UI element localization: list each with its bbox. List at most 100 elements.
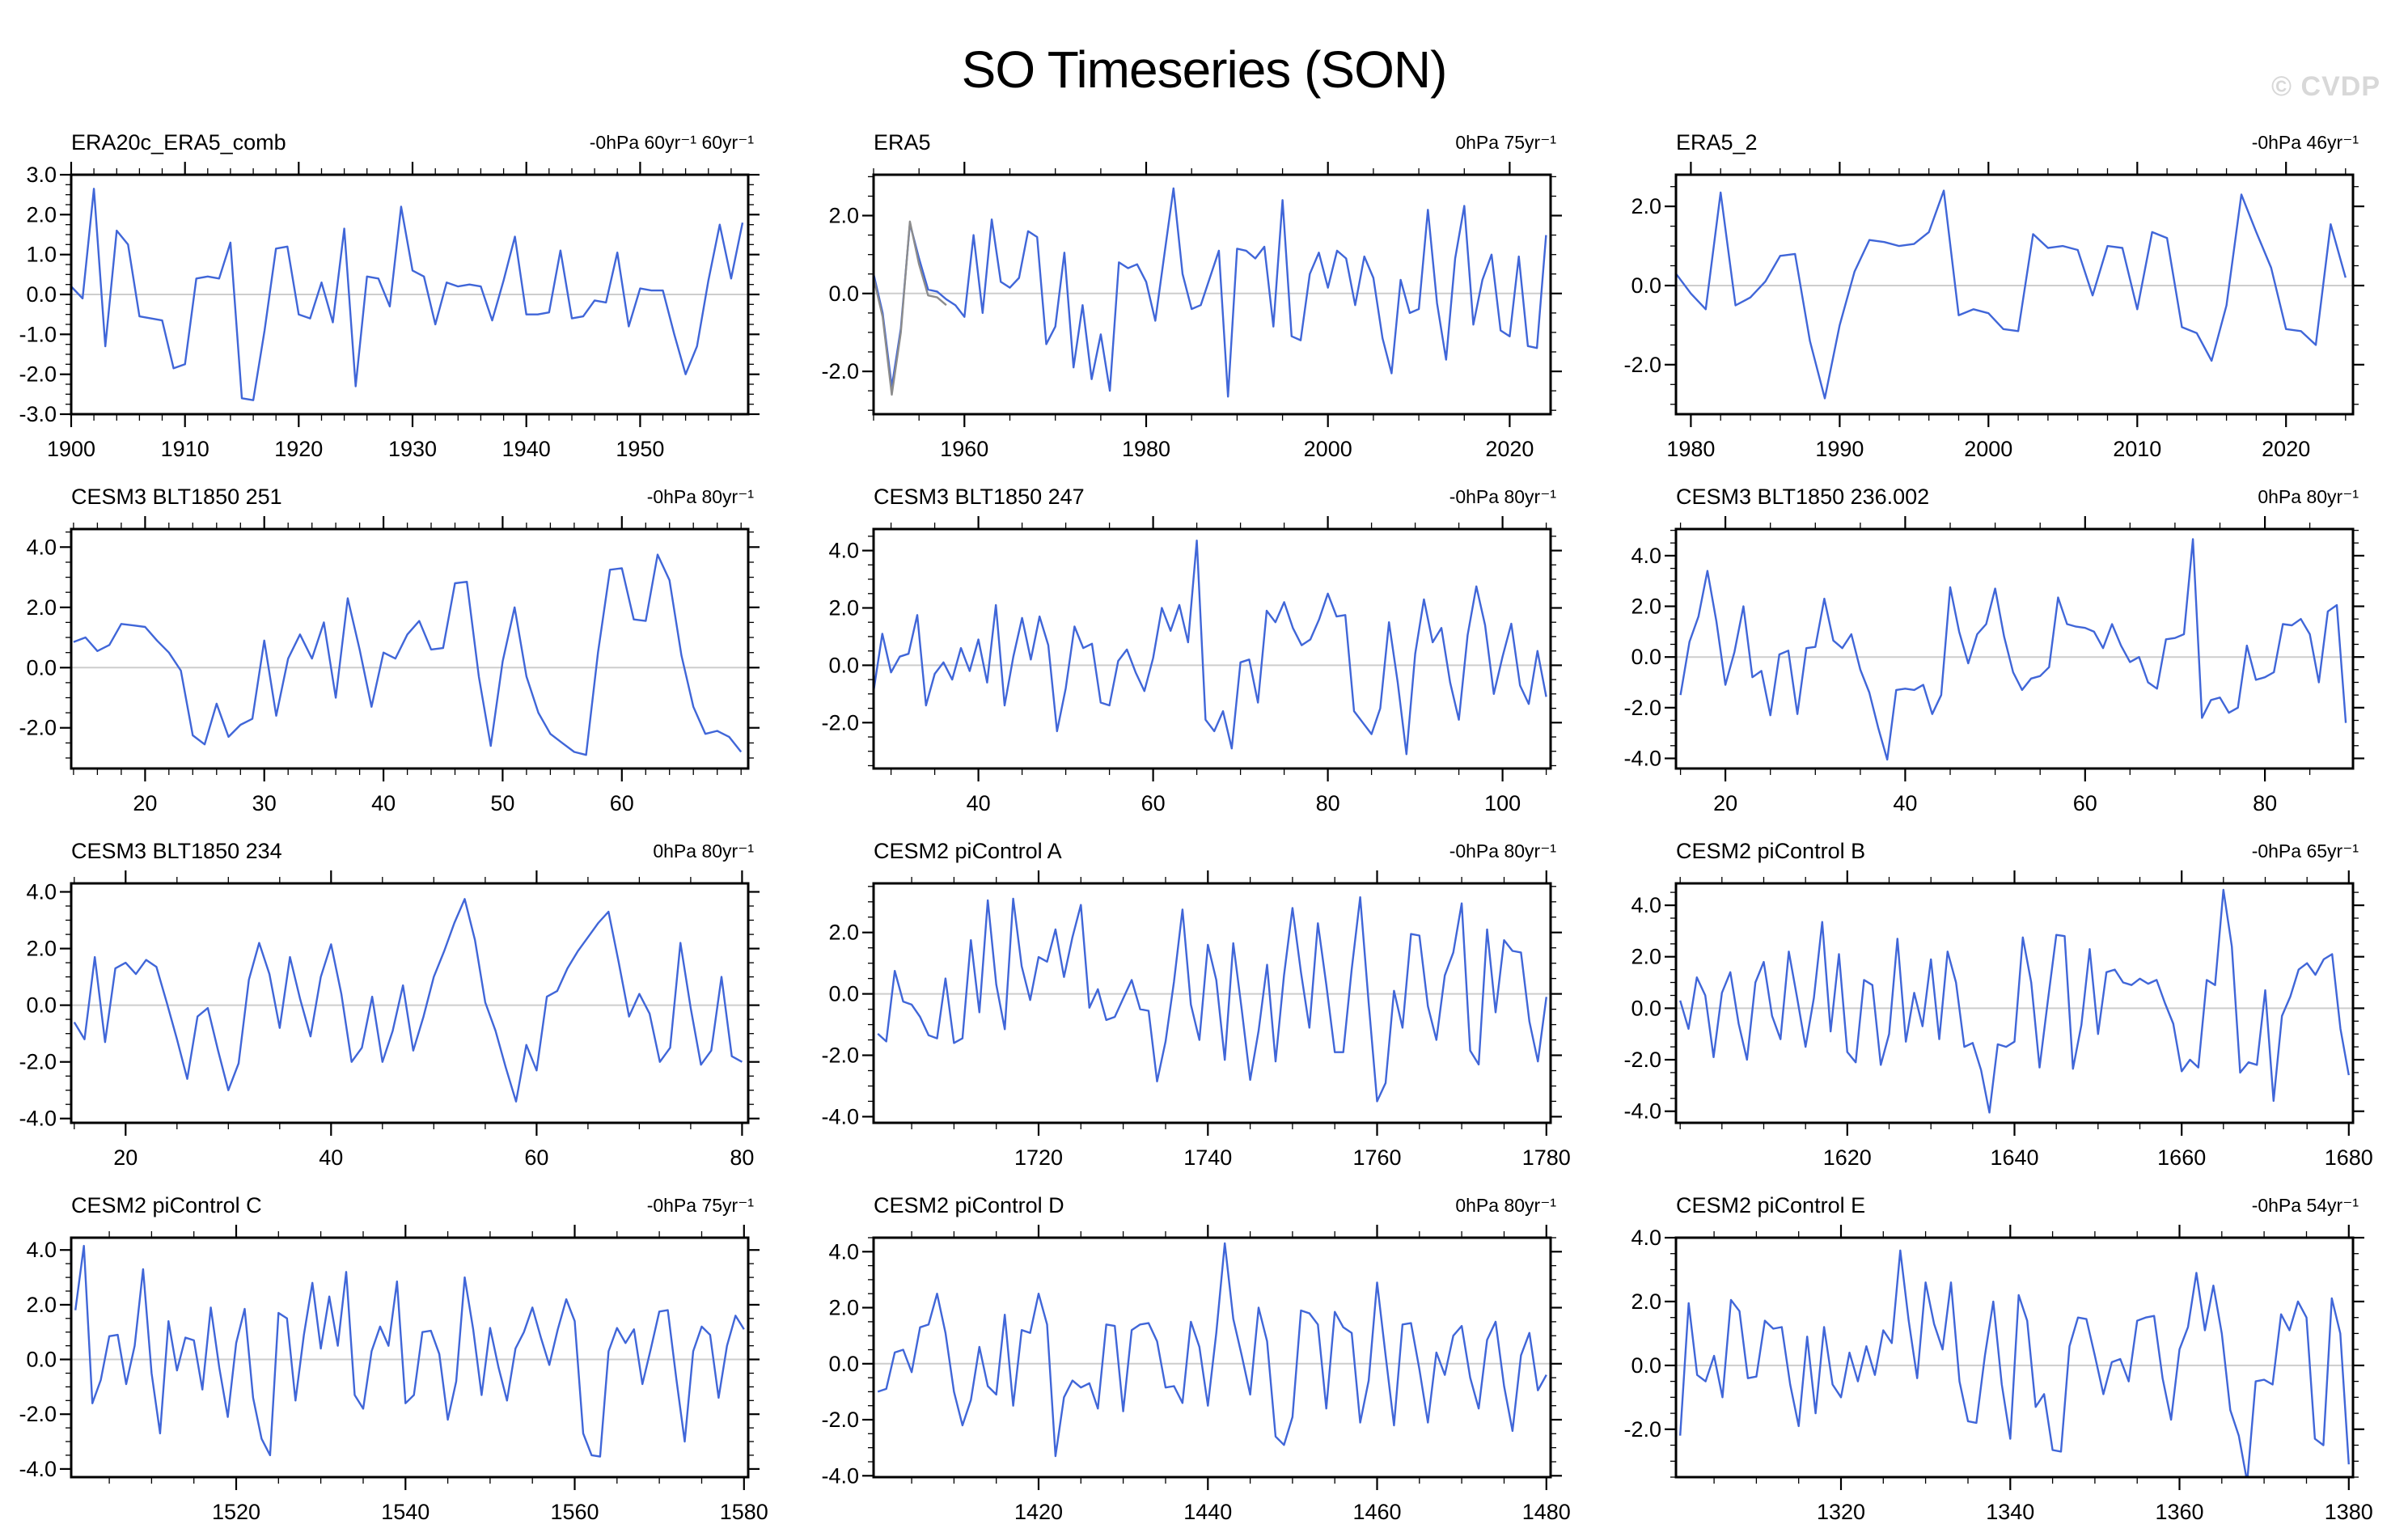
svg-text:2000: 2000 xyxy=(1964,437,2012,461)
svg-text:3.0: 3.0 xyxy=(26,163,57,187)
svg-text:4.0: 4.0 xyxy=(1631,1226,1661,1250)
svg-text:0.0: 0.0 xyxy=(828,982,859,1006)
svg-text:1380: 1380 xyxy=(2325,1500,2373,1524)
svg-text:1760: 1760 xyxy=(1352,1145,1401,1170)
svg-text:-2.0: -2.0 xyxy=(19,716,57,740)
svg-text:0.0: 0.0 xyxy=(26,993,57,1018)
panel-era20c-era5-comb: ERA20c_ERA5_comb -0hPa 60yr⁻¹ 60yr⁻¹ 190… xyxy=(0,120,802,474)
panel-trend-annotation: -0hPa 80yr⁻¹ xyxy=(646,486,754,507)
svg-text:1960: 1960 xyxy=(940,437,988,461)
panel-title: ERA5_2 xyxy=(1676,130,1758,155)
svg-text:30: 30 xyxy=(252,791,277,815)
panel-title: CESM2 piControl C xyxy=(71,1193,262,1217)
svg-text:-4.0: -4.0 xyxy=(1623,1099,1661,1124)
cvdp-watermark: © CVDP xyxy=(2271,71,2380,102)
svg-text:1640: 1640 xyxy=(1990,1145,2038,1170)
panel-header: CESM3 BLT1850 234 0hPa 80yr⁻¹ xyxy=(71,836,754,864)
svg-text:60: 60 xyxy=(524,1145,548,1170)
svg-text:0.0: 0.0 xyxy=(828,282,859,306)
panel-cesm3-blt1850-251: CESM3 BLT1850 251 -0hPa 80yr⁻¹ 20 30 40 50 6… xyxy=(0,474,802,828)
panel-trend-annotation: -0hPa 54yr⁻¹ xyxy=(2251,1195,2359,1216)
timeseries-plot: 1900 1910 1920 1930 1940 1950 3.0 2.0 1.0 0.0 -1.0… xyxy=(19,162,760,461)
svg-text:1780: 1780 xyxy=(1522,1145,1571,1170)
svg-text:2.0: 2.0 xyxy=(828,204,859,228)
svg-text:0.0: 0.0 xyxy=(828,1352,859,1376)
panel-cesm3-blt1850-234: CESM3 BLT1850 234 0hPa 80yr⁻¹ 20 40 60 80 4.… xyxy=(0,828,802,1183)
panel-title: CESM2 piControl B xyxy=(1676,839,1866,863)
svg-text:0.0: 0.0 xyxy=(26,655,57,680)
svg-text:-4.0: -4.0 xyxy=(1623,747,1661,771)
svg-text:1.0: 1.0 xyxy=(26,243,57,267)
svg-text:1540: 1540 xyxy=(381,1500,430,1524)
svg-text:0.0: 0.0 xyxy=(1631,645,1661,669)
panel-header: CESM2 piControl D 0hPa 80yr⁻¹ xyxy=(874,1191,1556,1218)
panel-era5: ERA5 0hPa 75yr⁻¹ 1960 1980 2000 2020 2.0 0.0 -… xyxy=(802,120,1605,474)
svg-text:4.0: 4.0 xyxy=(1631,544,1661,568)
panel-header: CESM3 BLT1850 247 -0hPa 80yr⁻¹ xyxy=(874,482,1556,510)
svg-text:-2.0: -2.0 xyxy=(1623,696,1661,720)
svg-text:-3.0: -3.0 xyxy=(19,402,57,426)
svg-text:1920: 1920 xyxy=(274,437,323,461)
panel-cesm3-blt1850-236-002: CESM3 BLT1850 236.002 0hPa 80yr⁻¹ 20 40 60… xyxy=(1605,474,2407,828)
svg-text:-2.0: -2.0 xyxy=(1623,1417,1661,1442)
svg-text:2010: 2010 xyxy=(2113,437,2161,461)
svg-text:40: 40 xyxy=(1893,791,1917,815)
svg-text:1320: 1320 xyxy=(1817,1500,1865,1524)
svg-text:1520: 1520 xyxy=(212,1500,260,1524)
timeseries-plot: 20 40 60 80 4.0 2.0 0.0 -2.0 -4.0 xyxy=(1623,516,2364,815)
svg-text:100: 100 xyxy=(1484,791,1521,815)
svg-text:4.0: 4.0 xyxy=(828,1239,859,1264)
svg-text:4.0: 4.0 xyxy=(1631,893,1661,917)
timeseries-plot: 1320 1340 1360 1380 4.0 2.0 0.0 -2.0 xyxy=(1623,1225,2373,1524)
svg-text:4.0: 4.0 xyxy=(26,880,57,904)
panel-trend-annotation: 0hPa 80yr⁻¹ xyxy=(1455,1195,1556,1216)
svg-text:1740: 1740 xyxy=(1183,1145,1232,1170)
svg-text:0.0: 0.0 xyxy=(1631,1353,1661,1378)
svg-text:1440: 1440 xyxy=(1183,1500,1232,1524)
panel-trend-annotation: -0hPa 60yr⁻¹ 60yr⁻¹ xyxy=(589,132,754,153)
svg-text:2.0: 2.0 xyxy=(828,1296,859,1320)
svg-text:1930: 1930 xyxy=(388,437,437,461)
svg-text:1980: 1980 xyxy=(1666,437,1715,461)
panel-cesm2-picontrol-d: CESM2 piControl D 0hPa 80yr⁻¹ 1420 1440 14… xyxy=(802,1183,1605,1537)
svg-text:1980: 1980 xyxy=(1122,437,1170,461)
svg-text:40: 40 xyxy=(319,1145,343,1170)
svg-text:50: 50 xyxy=(490,791,514,815)
panel-header: CESM2 piControl E -0hPa 54yr⁻¹ xyxy=(1676,1191,2359,1218)
panel-trend-annotation: -0hPa 65yr⁻¹ xyxy=(2251,840,2359,862)
svg-text:1460: 1460 xyxy=(1352,1500,1401,1524)
svg-text:-2.0: -2.0 xyxy=(821,1044,859,1068)
panel-cesm3-blt1850-247: CESM3 BLT1850 247 -0hPa 80yr⁻¹ 40 60 80 100… xyxy=(802,474,1605,828)
panel-trend-annotation: -0hPa 46yr⁻¹ xyxy=(2251,132,2359,153)
svg-text:-2.0: -2.0 xyxy=(821,1408,859,1432)
svg-text:4.0: 4.0 xyxy=(26,535,57,559)
svg-text:-4.0: -4.0 xyxy=(19,1457,57,1481)
panel-header: CESM2 piControl B -0hPa 65yr⁻¹ xyxy=(1676,836,2359,864)
panel-cesm2-picontrol-b: CESM2 piControl B -0hPa 65yr⁻¹ 1620 1640 1… xyxy=(1605,828,2407,1183)
svg-text:-4.0: -4.0 xyxy=(19,1107,57,1131)
panel-title: CESM3 BLT1850 247 xyxy=(874,485,1085,509)
timeseries-plot: 1620 1640 1660 1680 4.0 2.0 0.0 -2.0 -4.0 xyxy=(1623,870,2373,1170)
svg-text:40: 40 xyxy=(967,791,991,815)
panel-trend-annotation: 0hPa 80yr⁻¹ xyxy=(2258,486,2359,507)
svg-text:1990: 1990 xyxy=(1815,437,1864,461)
svg-text:-2.0: -2.0 xyxy=(1623,1048,1661,1072)
svg-text:4.0: 4.0 xyxy=(828,539,859,563)
svg-text:1720: 1720 xyxy=(1014,1145,1063,1170)
svg-text:0.0: 0.0 xyxy=(26,282,57,307)
panel-header: CESM2 piControl A -0hPa 80yr⁻¹ xyxy=(874,836,1556,864)
svg-text:-2.0: -2.0 xyxy=(821,359,859,383)
panel-title: CESM2 piControl E xyxy=(1676,1193,1866,1217)
panel-header: CESM3 BLT1850 236.002 0hPa 80yr⁻¹ xyxy=(1676,482,2359,510)
svg-text:-1.0: -1.0 xyxy=(19,322,57,346)
svg-text:1900: 1900 xyxy=(47,437,95,461)
svg-text:60: 60 xyxy=(2073,791,2097,815)
svg-text:-4.0: -4.0 xyxy=(821,1463,859,1488)
panel-title: CESM2 piControl A xyxy=(874,839,1062,863)
svg-text:1580: 1580 xyxy=(720,1500,768,1524)
svg-text:0.0: 0.0 xyxy=(26,1348,57,1372)
svg-text:1480: 1480 xyxy=(1522,1500,1571,1524)
panel-title: CESM2 piControl D xyxy=(874,1193,1064,1217)
panel-title: ERA5 xyxy=(874,130,931,155)
svg-text:2.0: 2.0 xyxy=(1631,194,1661,218)
